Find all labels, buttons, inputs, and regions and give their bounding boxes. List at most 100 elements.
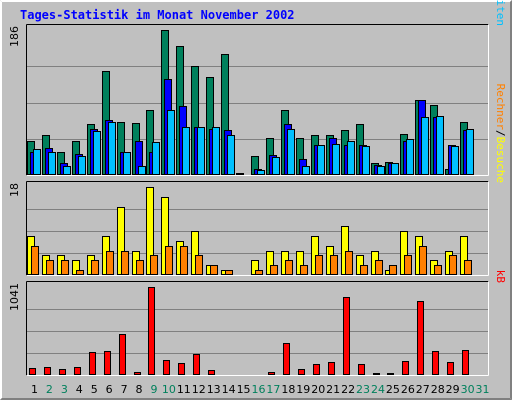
bar-rechner-day-29	[449, 255, 457, 275]
bar-seiten-day-26	[406, 139, 414, 175]
bar-rechner-day-17	[270, 265, 278, 275]
x-tick-label-day-27: 27	[416, 383, 430, 396]
bar-kb-day-29	[447, 362, 454, 375]
bar-seiten-day-5	[93, 131, 101, 175]
bar-kb-day-22	[343, 297, 350, 375]
bar-rechner-day-27	[419, 246, 427, 275]
bar-rechner-day-22	[345, 251, 353, 275]
bar-seiten-day-24	[377, 166, 385, 175]
bar-seiten-day-28	[436, 116, 444, 175]
bar-kb-day-23	[358, 364, 365, 375]
bar-kb-day-26	[402, 361, 409, 375]
bar-seiten-day-21	[332, 144, 340, 175]
x-tick-label-day-5: 5	[91, 383, 98, 396]
bar-seiten-day-4	[78, 156, 86, 175]
panel-kb-legend-label: kB	[494, 270, 507, 284]
bar-kb-day-7	[119, 334, 126, 375]
bar-seiten-day-25	[391, 163, 399, 175]
bar-anfragen-day-15	[236, 173, 244, 175]
x-tick-label-day-6: 6	[106, 383, 113, 396]
x-tick-label-day-7: 7	[121, 383, 128, 396]
bar-kb-day-18	[283, 343, 290, 375]
bar-seiten-day-20	[317, 145, 325, 175]
bar-rechner-day-23	[360, 265, 368, 275]
bar-rechner-day-10	[165, 246, 173, 275]
bar-kb-day-3	[59, 369, 66, 375]
x-tick-label-day-9: 9	[150, 383, 157, 396]
bar-rechner-day-18	[285, 260, 293, 275]
x-tick-label-day-18: 18	[281, 383, 295, 396]
x-tick-label-day-31: 31	[476, 383, 490, 396]
bar-seiten-day-30	[466, 129, 474, 175]
bar-rechner-day-11	[180, 246, 188, 275]
panel-visits-ymax-label: 18	[8, 183, 21, 197]
x-tick-label-day-3: 3	[61, 383, 68, 396]
x-tick-label-day-29: 29	[446, 383, 460, 396]
bar-rechner-day-6	[106, 251, 114, 275]
bar-rechner-day-19	[300, 265, 308, 275]
legend-part: /	[494, 130, 507, 137]
bar-kb-day-2	[44, 367, 51, 375]
bar-kb-day-17	[268, 372, 275, 375]
bar-seiten-day-17	[272, 157, 280, 175]
bar-seiten-day-2	[48, 152, 56, 175]
bar-seiten-day-16	[257, 170, 265, 175]
bar-seiten-day-22	[347, 141, 355, 175]
bar-kb-day-28	[432, 351, 439, 375]
legend-part: kB	[494, 270, 507, 284]
panel-hits: 186 Anfragen/Dateien/Seiten	[8, 0, 507, 176]
bar-seiten-day-3	[63, 166, 71, 175]
x-tick-label-day-12: 12	[192, 383, 206, 396]
bar-rechner-day-2	[46, 260, 54, 275]
bar-seiten-day-9	[152, 142, 160, 175]
bar-seiten-day-11	[182, 127, 190, 175]
bar-kb-day-6	[104, 351, 111, 375]
x-tick-label-day-11: 11	[177, 383, 191, 396]
legend-part: Seiten	[494, 0, 507, 26]
legend-part: Rechner	[494, 84, 507, 131]
x-tick-label-day-8: 8	[136, 383, 143, 396]
bar-seiten-day-23	[362, 146, 370, 175]
bar-rechner-day-24	[375, 260, 383, 275]
bar-rechner-day-30	[464, 260, 472, 275]
x-axis-day-labels: 1 2 3 4 5 6 7 8 9 10 11 12 13 14 15 16 17 18 19 20 21 22 23 24 2…	[31, 383, 490, 396]
panel-kb-background	[26, 281, 489, 376]
panel-hits-ymax-label: 186	[8, 26, 21, 47]
bar-kb-day-8	[134, 372, 141, 375]
x-tick-label-day-28: 28	[431, 383, 445, 396]
bar-kb-day-10	[163, 360, 170, 375]
bar-rechner-day-5	[91, 260, 99, 275]
bar-seiten-day-29	[451, 146, 459, 175]
panel-visits-legend-label: Rechner/Besuche	[494, 84, 507, 183]
panel-visits: 18 Rechner/Besuche	[8, 84, 507, 276]
bar-seiten-day-27	[421, 117, 429, 175]
bar-rechner-day-13	[210, 265, 218, 275]
bar-rechner-day-20	[315, 255, 323, 275]
bar-rechner-day-21	[330, 255, 338, 275]
x-tick-label-day-21: 21	[326, 383, 340, 396]
bar-seiten-day-1	[33, 149, 41, 175]
x-tick-label-day-23: 23	[356, 383, 370, 396]
bar-kb-day-9	[148, 287, 155, 375]
bar-kb-day-30	[462, 350, 469, 375]
panel-kb: 1041 kB	[8, 270, 507, 376]
bar-seiten-day-12	[197, 127, 205, 175]
bar-seiten-day-8	[138, 166, 146, 175]
bar-seiten-day-18	[287, 129, 295, 175]
bar-kb-day-5	[89, 352, 96, 375]
bar-rechner-day-12	[195, 255, 203, 275]
x-tick-label-day-17: 17	[266, 383, 280, 396]
bar-rechner-day-3	[61, 260, 69, 275]
bar-seiten-day-10	[167, 110, 175, 175]
legend-part: Besuche	[494, 137, 507, 183]
x-tick-label-day-22: 22	[341, 383, 355, 396]
bar-kb-day-20	[313, 364, 320, 375]
bar-rechner-day-7	[121, 251, 129, 275]
bar-rechner-day-25	[389, 265, 397, 275]
x-tick-label-day-2: 2	[46, 383, 53, 396]
x-tick-label-day-26: 26	[401, 383, 415, 396]
bar-rechner-day-4	[76, 270, 84, 275]
x-tick-label-day-16: 16	[252, 383, 266, 396]
x-tick-label-day-4: 4	[76, 383, 83, 396]
